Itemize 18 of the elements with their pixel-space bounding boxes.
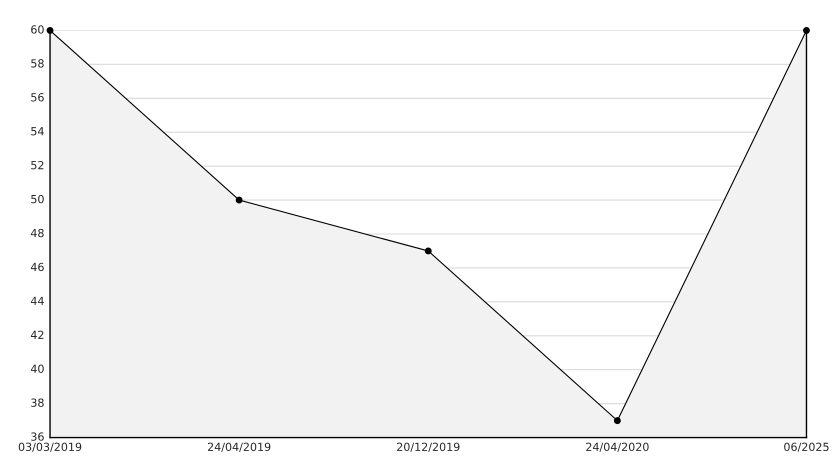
y-tick-label: 40 (30, 364, 44, 373)
y-tick-label: 46 (30, 262, 44, 272)
y-tick-label: 44 (30, 296, 44, 305)
x-tick-label: 24/04/2020 (586, 442, 649, 452)
x-tick-label: 03/03/2019 (18, 442, 82, 452)
y-tick-label: 48 (30, 228, 44, 238)
y-tick-label: 54 (31, 127, 44, 136)
y-tick-label: 52 (31, 160, 44, 170)
y-tick-label: 36 (31, 432, 44, 441)
y-tick-label: 58 (31, 59, 44, 68)
x-tick-label: 20/12/2019 (397, 442, 460, 452)
y-tick-label: 56 (31, 93, 44, 102)
x-tick-label: 06/2025 (784, 442, 829, 452)
y-tick-label: 38 (31, 398, 44, 407)
y-tick-label: 50 (31, 194, 44, 204)
x-tick-label: 24/04/2019 (208, 442, 270, 452)
y-tick-label: 60 (31, 25, 44, 34)
y-tick-label: 42 (30, 330, 44, 339)
